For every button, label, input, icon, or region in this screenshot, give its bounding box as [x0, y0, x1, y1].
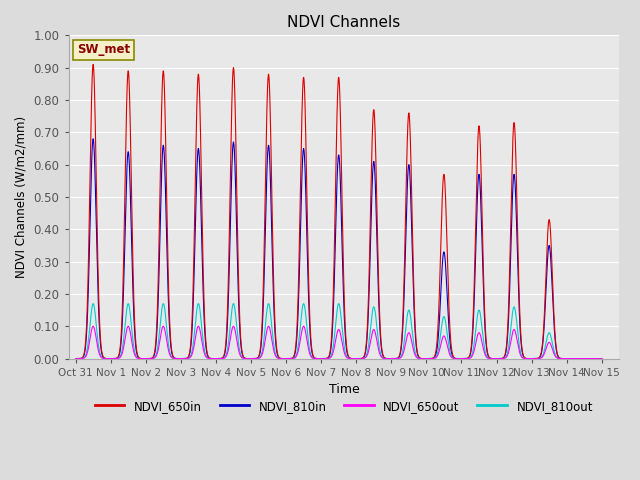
X-axis label: Time: Time	[328, 383, 359, 396]
NDVI_650out	[90, 324, 97, 329]
NDVI_650out	[596, 356, 604, 361]
NDVI_650out	[529, 356, 537, 361]
Y-axis label: NDVI Channels (W/m2/mm): NDVI Channels (W/m2/mm)	[15, 116, 28, 278]
NDVI_810in	[308, 350, 316, 356]
NDVI_810out	[591, 356, 598, 361]
NDVI_810out	[308, 354, 316, 360]
NDVI_650out	[598, 356, 605, 361]
NDVI_650in	[543, 235, 551, 241]
Line: NDVI_650out: NDVI_650out	[76, 326, 602, 359]
NDVI_650out	[72, 356, 79, 361]
NDVI_650in	[591, 356, 598, 361]
Line: NDVI_810in: NDVI_810in	[76, 139, 602, 359]
NDVI_650in	[90, 61, 97, 67]
NDVI_810out	[543, 333, 551, 339]
NDVI_650out	[408, 337, 415, 343]
NDVI_810in	[543, 258, 551, 264]
NDVI_810out	[90, 301, 97, 307]
NDVI_810in	[596, 356, 604, 361]
Title: NDVI Channels: NDVI Channels	[287, 15, 401, 30]
NDVI_810in	[90, 136, 97, 142]
NDVI_650in	[598, 356, 605, 361]
NDVI_810out	[598, 356, 605, 361]
NDVI_650in	[308, 349, 316, 355]
NDVI_810in	[529, 356, 537, 361]
NDVI_810out	[408, 321, 415, 327]
NDVI_650out	[543, 342, 551, 348]
NDVI_650in	[529, 356, 537, 361]
NDVI_810in	[598, 356, 605, 361]
NDVI_810out	[596, 356, 604, 361]
NDVI_810in	[591, 356, 598, 361]
NDVI_810out	[72, 356, 79, 361]
NDVI_650in	[596, 356, 604, 361]
NDVI_810out	[529, 356, 537, 361]
Line: NDVI_810out: NDVI_810out	[76, 304, 602, 359]
NDVI_810in	[408, 217, 415, 223]
Line: NDVI_650in: NDVI_650in	[76, 64, 602, 359]
NDVI_810in	[72, 356, 79, 361]
NDVI_650in	[72, 356, 79, 361]
NDVI_650out	[591, 356, 598, 361]
Text: SW_met: SW_met	[77, 43, 130, 57]
NDVI_650in	[408, 180, 415, 186]
Legend: NDVI_650in, NDVI_810in, NDVI_650out, NDVI_810out: NDVI_650in, NDVI_810in, NDVI_650out, NDV…	[90, 395, 598, 417]
NDVI_650out	[308, 355, 316, 360]
